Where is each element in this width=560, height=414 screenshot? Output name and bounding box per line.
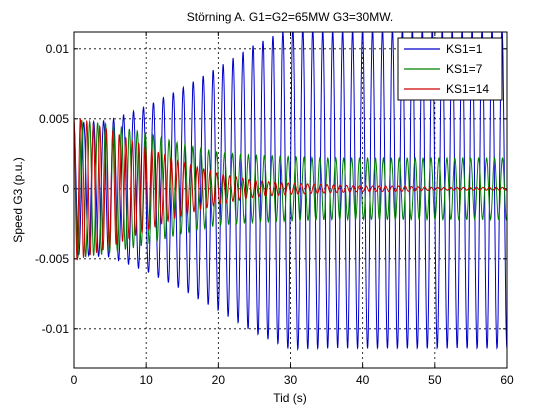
y-tick-label: 0.005 [39, 112, 69, 126]
y-tick-label: -0.005 [35, 252, 69, 266]
series-line-1 [74, 32, 507, 351]
y-tick-label: 0 [62, 182, 69, 196]
legend-label-1: KS1=1 [446, 42, 483, 56]
x-tick-label: 60 [500, 373, 514, 387]
x-tick-label: 30 [284, 373, 298, 387]
legend-box [397, 37, 503, 101]
legend-label-2: KS1=7 [446, 62, 483, 76]
x-tick-label: 50 [428, 373, 442, 387]
x-tick-label: 20 [212, 373, 226, 387]
x-axis-label: Tid (s) [273, 391, 307, 405]
legend-label-3: KS1=14 [446, 82, 489, 96]
x-tick-label: 10 [139, 373, 153, 387]
chart-title: Störning A. G1=G2=65MW G3=30MW. [187, 10, 393, 24]
series-line-3 [74, 116, 507, 261]
x-tick-label: 40 [356, 373, 370, 387]
y-tick-label: -0.01 [42, 322, 70, 336]
plot-border [73, 31, 508, 369]
x-tick-label: 0 [71, 373, 78, 387]
plot-area: 0 10 20 30 40 50 60 -0.01 -0.005 0 0.005 0.01 KS1=1 K… [35, 31, 514, 387]
y-tick-label: 0.01 [46, 42, 70, 56]
series-line-2 [74, 119, 507, 259]
y-axis-label: Speed G3 (p.u.) [11, 157, 25, 242]
